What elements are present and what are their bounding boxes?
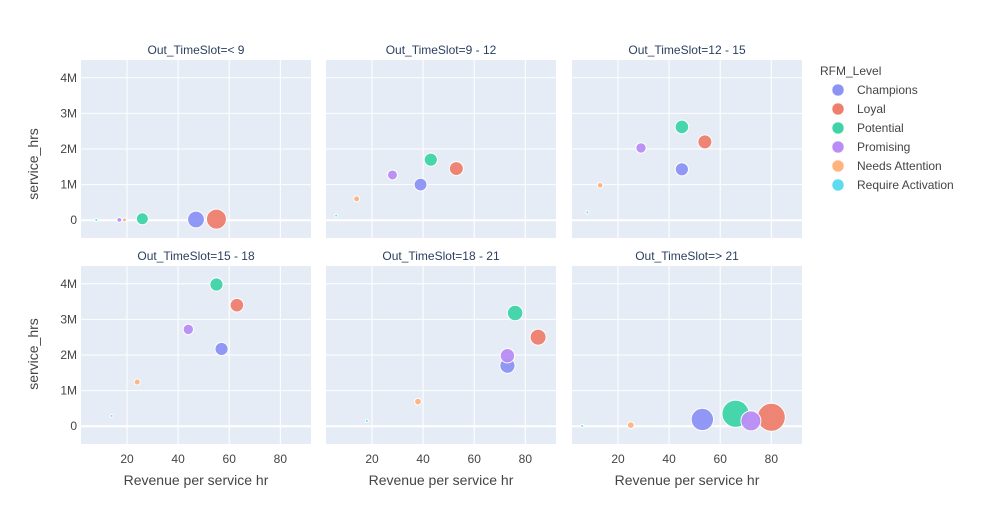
x-tick-label: 80 bbox=[765, 452, 779, 466]
y-tick-label: 2M bbox=[60, 142, 77, 156]
legend-item[interactable]: Loyal bbox=[831, 102, 886, 116]
x-axis-title: Revenue per service hr bbox=[615, 472, 760, 488]
y-tick-label: 0 bbox=[70, 419, 77, 433]
bubble-point[interactable] bbox=[121, 217, 127, 223]
legend-label: Promising bbox=[857, 140, 910, 154]
legend-label: Champions bbox=[857, 83, 918, 97]
x-tick-label: 20 bbox=[120, 452, 134, 466]
bubble-point[interactable] bbox=[353, 195, 361, 203]
bubble-point[interactable] bbox=[499, 348, 516, 364]
facet-panel: Out_TimeSlot=< 9 0 1M 2M 3M 4M bbox=[60, 43, 311, 238]
facet-panel: Out_TimeSlot=18 - 21 20 40 60 80 bbox=[326, 249, 556, 466]
bubble-point[interactable] bbox=[205, 208, 227, 230]
bubble-point[interactable] bbox=[697, 134, 713, 150]
facet-panel: Out_TimeSlot=9 - 12 bbox=[326, 43, 556, 238]
y-tick-label: 4M bbox=[60, 71, 77, 85]
legend-title: RFM_Level bbox=[820, 64, 881, 78]
facet-panel: Out_TimeSlot=> 21 20 40 60 80 bbox=[572, 249, 802, 466]
x-axis-title: Revenue per service hr bbox=[124, 472, 269, 488]
bubble-point[interactable] bbox=[448, 161, 464, 177]
bubble-point[interactable] bbox=[414, 397, 422, 406]
bubble-point[interactable] bbox=[756, 402, 786, 432]
bubble-point[interactable] bbox=[364, 418, 369, 423]
y-axis-title: service_hrs bbox=[25, 318, 41, 390]
facet-title: Out_TimeSlot=> 21 bbox=[635, 249, 739, 263]
bubble-point[interactable] bbox=[506, 304, 524, 322]
legend-item[interactable]: Potential bbox=[831, 121, 904, 135]
legend-marker bbox=[831, 140, 845, 154]
bubble-point[interactable] bbox=[690, 407, 715, 432]
bubble-point[interactable] bbox=[187, 210, 205, 229]
x-tick-label: 60 bbox=[714, 452, 728, 466]
bubble-point[interactable] bbox=[529, 328, 547, 346]
legend: RFM_Level Champions Loyal Potential Promisi… bbox=[820, 64, 954, 192]
legend-label: Potential bbox=[857, 121, 904, 135]
bubble-point[interactable] bbox=[596, 182, 604, 189]
facet-title: Out_TimeSlot=< 9 bbox=[148, 43, 245, 57]
bubble-point[interactable] bbox=[674, 119, 690, 135]
x-tick-label: 40 bbox=[416, 452, 430, 466]
bubble-point[interactable] bbox=[334, 213, 339, 218]
bubble-point[interactable] bbox=[386, 169, 398, 181]
bubble-point[interactable] bbox=[116, 216, 123, 223]
y-tick-label: 0 bbox=[70, 213, 77, 227]
bubble-point[interactable] bbox=[580, 424, 585, 429]
legend-marker bbox=[831, 178, 845, 192]
bubble-point[interactable] bbox=[133, 378, 141, 386]
x-tick-label: 80 bbox=[519, 452, 533, 466]
y-tick-label: 2M bbox=[60, 348, 77, 362]
bubble-point[interactable] bbox=[182, 323, 195, 336]
legend-marker bbox=[831, 83, 845, 97]
bubble-point[interactable] bbox=[626, 421, 635, 430]
facet-panels: Out_TimeSlot=< 9 0 1M 2M 3M 4M Out_TimeSlot=9 … bbox=[60, 43, 802, 466]
x-tick-label: 80 bbox=[274, 452, 288, 466]
bubble-point[interactable] bbox=[94, 218, 99, 223]
legend-marker bbox=[831, 121, 845, 135]
bubble-point[interactable] bbox=[209, 277, 224, 292]
bubble-point[interactable] bbox=[674, 162, 689, 177]
legend-label: Loyal bbox=[857, 102, 886, 116]
facet-panel: Out_TimeSlot=15 - 18 20 40 60 80 0 1M 2M 3M 4M bbox=[60, 249, 311, 466]
facet-title: Out_TimeSlot=9 - 12 bbox=[386, 43, 497, 57]
facet-title: Out_TimeSlot=15 - 18 bbox=[137, 249, 255, 263]
x-tick-label: 20 bbox=[365, 452, 379, 466]
legend-item[interactable]: Promising bbox=[831, 140, 910, 154]
legend-item[interactable]: Champions bbox=[831, 83, 918, 97]
y-tick-label: 3M bbox=[60, 312, 77, 326]
bubble-point[interactable] bbox=[229, 297, 245, 313]
y-axis-title: service_hrs bbox=[25, 128, 41, 200]
legend-item[interactable]: Needs Attention bbox=[831, 159, 942, 173]
bubble-point[interactable] bbox=[635, 142, 647, 154]
bubble-point[interactable] bbox=[423, 152, 438, 167]
legend-marker bbox=[831, 102, 845, 116]
bubble-point[interactable] bbox=[585, 210, 590, 215]
y-tick-label: 1M bbox=[60, 384, 77, 398]
axis-labels: Revenue per service hr Revenue per servi… bbox=[25, 128, 760, 488]
bubble-point[interactable] bbox=[135, 212, 149, 226]
facet-panel: Out_TimeSlot=12 - 15 bbox=[572, 43, 802, 238]
x-tick-label: 60 bbox=[468, 452, 482, 466]
facet-title: Out_TimeSlot=12 - 15 bbox=[628, 43, 746, 57]
bubble-point[interactable] bbox=[740, 410, 762, 432]
y-tick-label: 1M bbox=[60, 178, 77, 192]
x-tick-label: 40 bbox=[662, 452, 676, 466]
legend-label: Require Activation bbox=[857, 178, 954, 192]
y-tick-label: 4M bbox=[60, 277, 77, 291]
bubble-point[interactable] bbox=[109, 413, 114, 418]
x-axis-title: Revenue per service hr bbox=[369, 472, 514, 488]
facet-title: Out_TimeSlot=18 - 21 bbox=[382, 249, 500, 263]
x-tick-label: 60 bbox=[223, 452, 237, 466]
bubble-point[interactable] bbox=[214, 341, 229, 357]
legend-label: Needs Attention bbox=[857, 159, 942, 173]
x-tick-label: 40 bbox=[171, 452, 185, 466]
y-tick-label: 3M bbox=[60, 106, 77, 120]
x-tick-label: 20 bbox=[611, 452, 625, 466]
legend-item[interactable]: Require Activation bbox=[831, 178, 954, 192]
bubble-point[interactable] bbox=[413, 177, 428, 192]
legend-marker bbox=[831, 159, 845, 173]
